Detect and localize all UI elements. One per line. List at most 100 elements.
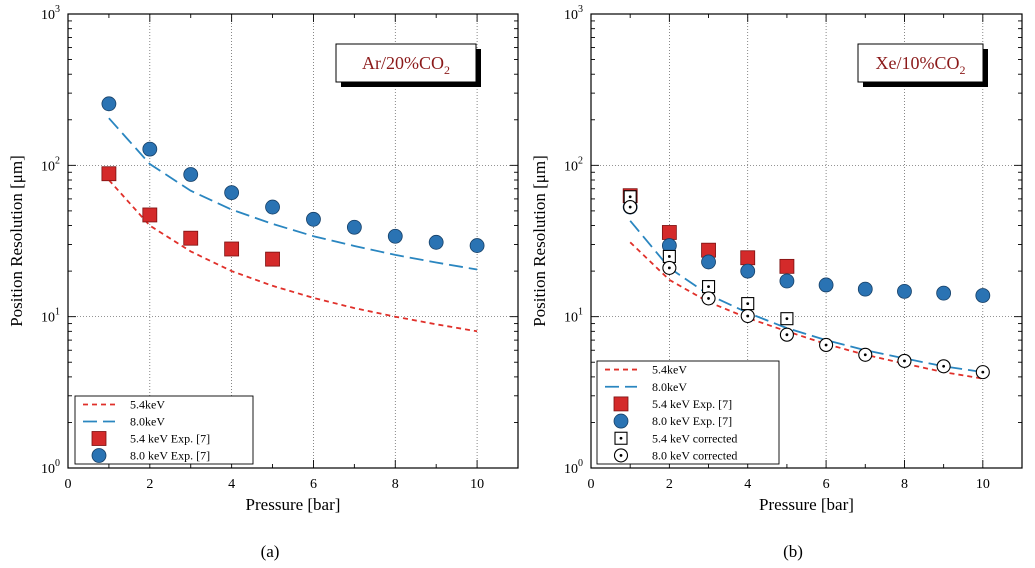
data-point-5 [897,353,912,368]
data-point-5 [819,337,834,353]
data-point-5-dot [667,266,671,270]
legend-label-1: 8.0keV [652,380,687,394]
x-tick-label: 2 [146,477,153,492]
data-point-5 [975,365,990,380]
data-point-2 [101,166,117,182]
legend-marker-4 [614,431,628,445]
y-tick-label: 101 [564,307,583,326]
caption-a: (a) [261,542,280,561]
legend-label-3: 8.0 keV Exp. [7] [652,414,732,428]
y-tick-label: 103 [41,4,60,23]
x-tick-label: 6 [823,477,830,492]
data-point-3 [224,185,240,201]
legend-marker-4-dot [619,436,623,440]
y-tick-label: 103 [564,4,583,23]
series-line-0 [108,179,478,333]
gas-label: Ar/20%CO2 [362,53,450,77]
x-tick-label: 10 [470,477,484,492]
data-point-5-dot [981,370,985,374]
data-point-4-dot [746,302,750,305]
data-point-4-dot [785,317,789,321]
x-axis-title: Pressure [bar] [759,495,854,514]
x-tick-label: 0 [588,477,595,492]
legend-marker-3 [91,448,107,463]
data-point-5-dot [707,297,710,300]
x-tick-label: 2 [666,477,673,492]
data-point-4-dot [667,255,671,258]
data-point-4 [662,249,676,263]
series-line-1 [108,117,478,271]
data-point-5-dot [903,359,906,363]
data-point-2 [183,230,199,246]
data-point-4 [741,297,755,311]
x-tick-label: 8 [392,477,399,492]
legend-label-5: 8.0 keV corrected [652,448,737,462]
legend-marker-3 [613,413,629,429]
y-axis-title: Position Resolution [μm] [7,155,26,327]
series-line-0 [629,241,983,380]
gas-label: Xe/10%CO2 [876,53,966,77]
data-point-3 [469,238,485,253]
legend-label-3: 8.0 keV Exp. [7] [130,449,210,463]
data-point-3 [183,167,199,182]
plot-frame [67,13,519,469]
data-point-3 [428,234,444,250]
data-point-4 [780,312,794,326]
gas-label-box [335,43,477,83]
data-point-3 [306,211,321,227]
x-tick-label: 4 [744,477,751,492]
data-point-2 [661,225,677,240]
data-point-3 [101,96,117,112]
legend-marker-2 [91,431,107,446]
data-point-3 [265,199,280,215]
x-tick-label: 8 [901,477,908,492]
x-tick-label: 0 [65,477,72,492]
y-axis-title: Position Resolution [μm] [530,155,549,327]
data-point-2 [740,250,756,266]
y-tick-label: 100 [564,458,583,477]
gas-label-box [857,43,984,83]
x-tick-label: 4 [228,477,235,492]
data-point-3 [897,283,912,299]
data-point-3 [857,281,873,297]
data-point-3 [740,263,756,279]
legend-label-1: 8.0keV [130,415,165,429]
panel-a: 0 2 4 6 8 10 100 101 102 103 Pressure [bar] Positio… [7,4,519,514]
data-point-3 [936,285,952,301]
legend-label-4: 5.4 keV corrected [652,431,737,445]
data-point-2 [265,251,280,267]
y-tick-label: 102 [41,155,60,174]
data-point-5-dot [785,333,789,337]
data-point-2 [779,258,795,274]
legend-box [596,360,780,465]
data-point-5 [740,308,755,324]
caption-b: (b) [783,542,803,561]
data-point-3 [346,219,362,235]
data-point-5 [936,359,951,374]
data-point-4-dot [707,285,710,289]
data-point-5 [858,347,873,362]
data-point-5-dot [942,364,946,368]
legend-marker-5-dot [619,454,623,457]
legend-marker-2 [613,396,629,412]
data-point-5-dot [746,314,750,318]
data-point-3 [779,273,795,289]
data-point-5-dot [628,205,632,209]
x-tick-label: 10 [976,477,990,492]
data-point-3 [142,141,158,157]
x-axis-title: Pressure [bar] [246,495,341,514]
plot-frame [590,13,1023,469]
panel-b: 0 2 4 6 8 10 100 101 102 103 Pressure [bar] Positio… [530,4,1023,514]
data-point-3 [975,288,991,303]
data-point-5 [701,291,716,306]
data-point-4 [701,280,716,294]
data-point-3 [818,277,834,293]
series-line-1 [629,220,983,373]
data-point-4-dot [628,195,632,199]
data-point-5 [779,327,794,342]
legend-label-0: 5.4keV [130,398,165,412]
legend-marker-5 [613,448,629,463]
y-tick-label: 100 [41,458,60,477]
legend-label-2: 5.4 keV Exp. [7] [652,397,732,411]
data-point-3 [701,254,716,270]
